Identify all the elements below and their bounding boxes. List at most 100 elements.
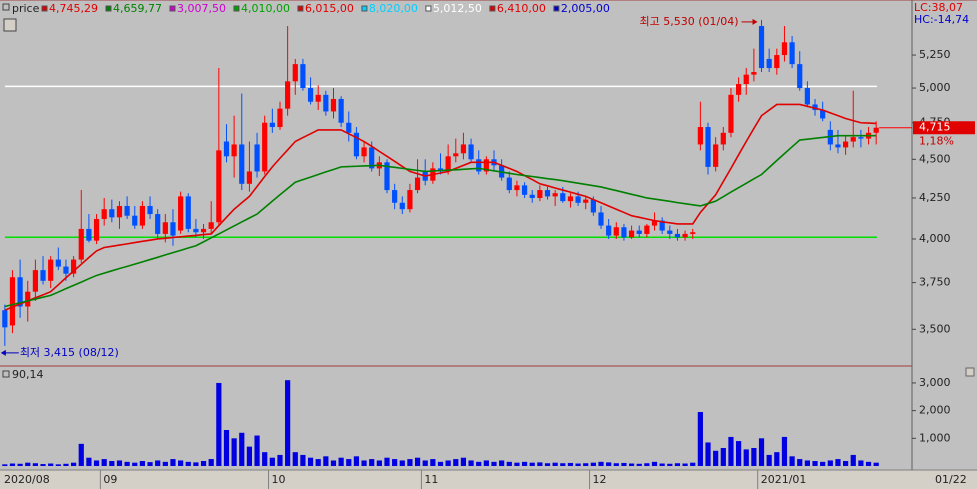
volume-bar: [865, 461, 872, 466]
candle-body: [843, 141, 849, 148]
volume-bar: [835, 459, 841, 466]
annotation-high: 최고 5,530 (01/04): [640, 15, 739, 28]
candle-body: [613, 227, 619, 236]
volume-title: 90,14: [12, 368, 44, 381]
legend-swatch: [169, 5, 176, 12]
volume-bar: [277, 454, 283, 466]
volume-bar: [453, 459, 459, 466]
volume-bar: [445, 460, 451, 466]
volume-bar: [544, 463, 551, 466]
candle-body: [858, 137, 864, 139]
y-tick-label: 5,000: [919, 81, 951, 94]
candle-body: [239, 144, 245, 184]
legend-text: 6,410,00: [497, 2, 546, 15]
volume-bar: [262, 452, 268, 466]
title-icon: [2, 3, 10, 11]
volume-bar: [606, 462, 612, 466]
tool-icon[interactable]: [3, 18, 17, 32]
x-tick-label: 10: [272, 473, 286, 486]
y-tick-label: 3,500: [919, 322, 951, 335]
legend-text: 4,010,00: [241, 2, 290, 15]
volume-bar: [843, 461, 849, 466]
candle-body: [346, 122, 352, 133]
candle-body: [200, 228, 207, 233]
volume-bar: [491, 461, 497, 466]
candle-body: [529, 194, 535, 198]
volume-bar: [590, 462, 596, 466]
cursor-date: 01/22: [935, 473, 967, 486]
candle-body: [178, 196, 184, 231]
volume-bar: [216, 382, 222, 466]
volume-bar: [476, 461, 482, 466]
panel-button[interactable]: [965, 367, 975, 377]
volume-bar: [193, 462, 199, 466]
y-tick-label: 4,500: [919, 152, 951, 165]
y-tick-label: 4,000: [919, 232, 951, 245]
volume-bar: [437, 461, 444, 466]
volume-bar: [9, 463, 16, 466]
candle-body: [682, 233, 688, 238]
volume-bar: [48, 463, 54, 466]
volume-bar: [231, 438, 237, 466]
volume-bar: [552, 462, 558, 466]
volume-bar: [751, 448, 757, 466]
candle-body: [330, 98, 337, 112]
volume-bar: [697, 412, 703, 466]
volume-bar: [659, 463, 665, 466]
volume-bar: [55, 464, 61, 466]
legend-swatch: [41, 5, 48, 12]
volume-bar: [17, 463, 23, 466]
volume-bar: [254, 435, 260, 466]
candle-body: [71, 259, 77, 274]
candle-body: [323, 94, 329, 112]
volume-bar: [758, 438, 765, 466]
volume-bar: [25, 462, 31, 466]
candle-body: [55, 259, 61, 267]
moving-average: [4, 134, 877, 308]
candle-body: [468, 144, 474, 160]
candle-body: [407, 190, 413, 210]
candle-body: [835, 144, 841, 148]
volume-bar: [812, 461, 818, 466]
volume-bar: [208, 459, 214, 466]
candle-body: [101, 209, 107, 219]
x-tick-label: 2021/01: [761, 473, 807, 486]
volume-bar: [330, 460, 337, 466]
volume-bar: [384, 457, 390, 466]
candle-body: [697, 127, 703, 145]
volume-bar: [185, 461, 191, 466]
volume-bar: [858, 460, 864, 466]
annotation-low: 최저 3,415 (08/12): [20, 346, 119, 359]
candle-body: [674, 233, 681, 238]
candle-body: [606, 225, 612, 236]
volume-bar: [529, 462, 535, 466]
candle-body: [384, 162, 390, 191]
volume-bar: [499, 460, 505, 466]
volume-bar: [850, 454, 856, 466]
y-tick-label: 3,750: [919, 276, 951, 289]
volume-bar: [667, 463, 673, 466]
candle-body: [292, 64, 298, 82]
candle-body: [246, 171, 253, 184]
legend-text: 4,659,77: [113, 2, 162, 15]
volume-bar: [537, 462, 543, 466]
volume-bar: [132, 462, 138, 466]
volume-bar: [483, 460, 489, 466]
candle-body: [193, 228, 199, 233]
volume-bar: [32, 463, 38, 466]
candle-body: [743, 74, 749, 85]
candle-body: [659, 220, 665, 231]
volume-bar: [392, 459, 398, 466]
candle-body: [483, 159, 489, 172]
volume-bar: [346, 459, 352, 466]
volume-bar: [269, 457, 275, 466]
candle-body: [307, 88, 314, 102]
volume-bar: [827, 460, 833, 466]
candle-body: [223, 141, 230, 157]
candle-body: [567, 196, 574, 202]
volume-bar: [460, 457, 467, 466]
candle-body: [797, 64, 803, 89]
volume-bar: [93, 460, 100, 466]
candle-body: [231, 144, 237, 157]
